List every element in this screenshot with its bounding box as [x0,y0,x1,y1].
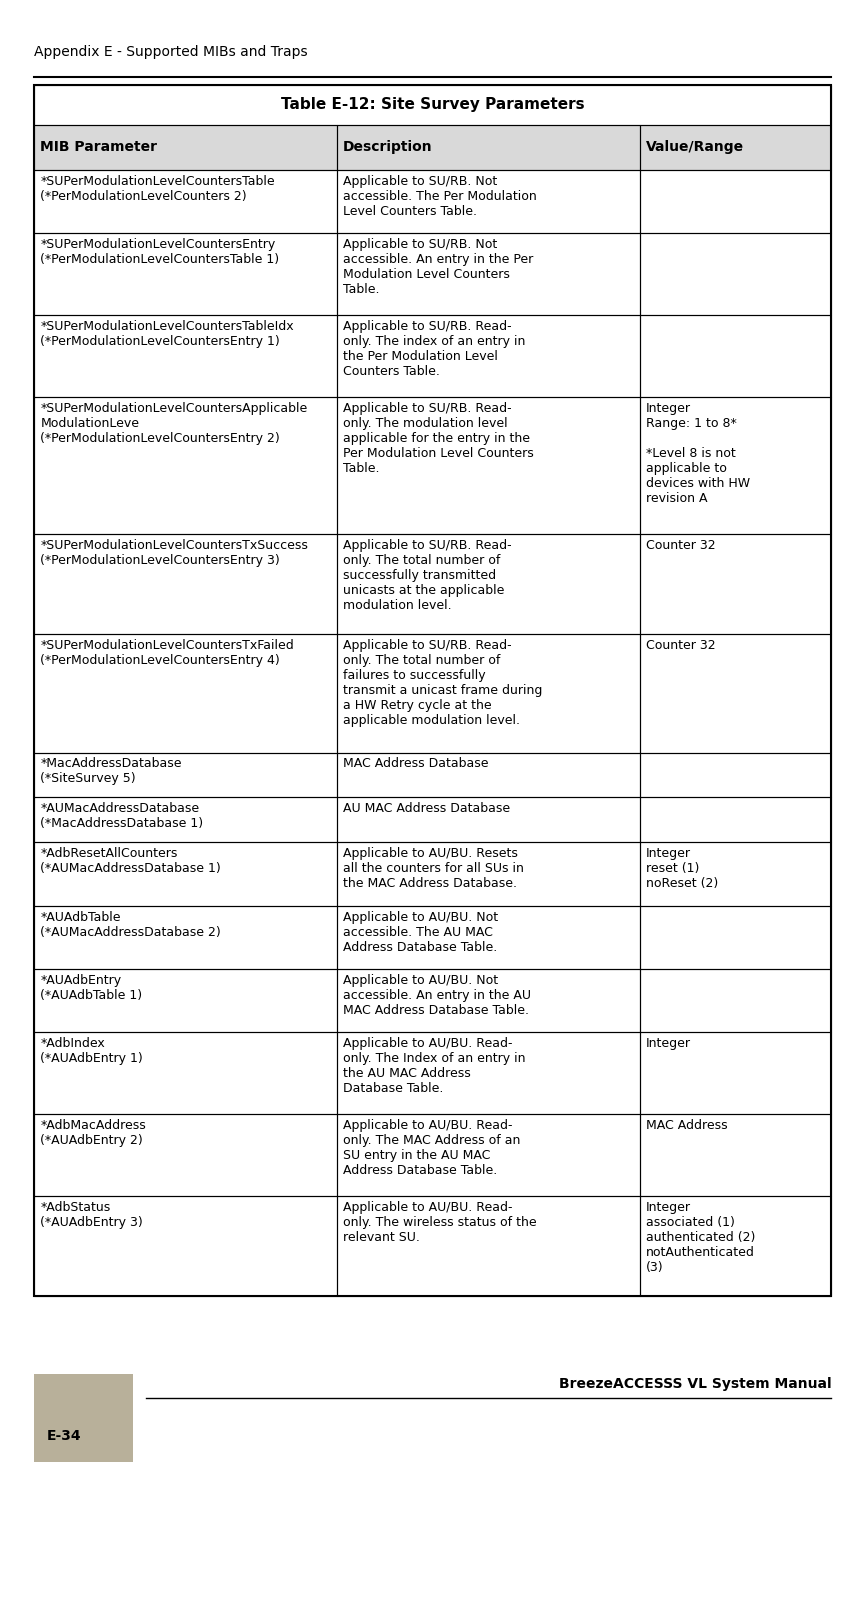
Text: Applicable to AU/BU. Read-
only. The MAC Address of an
SU entry in the AU MAC
Ad: Applicable to AU/BU. Read- only. The MAC… [343,1119,520,1177]
Text: *SUPerModulationLevelCountersTxSuccess
(*PerModulationLevelCountersEntry 3): *SUPerModulationLevelCountersTxSuccess (… [40,539,309,566]
Text: *MacAddressDatabase
(*SiteSurvey 5): *MacAddressDatabase (*SiteSurvey 5) [40,758,182,785]
Text: Value/Range: Value/Range [646,141,744,154]
Text: Applicable to SU/RB. Not
accessible. The Per Modulation
Level Counters Table.: Applicable to SU/RB. Not accessible. The… [343,175,536,218]
Text: *AUMacAddressDatabase
(*MacAddressDatabase 1): *AUMacAddressDatabase (*MacAddressDataba… [40,803,203,830]
Text: *SUPerModulationLevelCountersTxFailed
(*PerModulationLevelCountersEntry 4): *SUPerModulationLevelCountersTxFailed (*… [40,640,294,667]
Text: MAC Address: MAC Address [646,1119,728,1132]
Text: Integer: Integer [646,1037,691,1050]
Text: MIB Parameter: MIB Parameter [40,141,158,154]
Text: Appendix E - Supported MIBs and Traps: Appendix E - Supported MIBs and Traps [34,45,308,59]
Text: BreezeACCESSS VL System Manual: BreezeACCESSS VL System Manual [559,1377,831,1391]
Text: Applicable to AU/BU. Resets
all the counters for all SUs in
the MAC Address Data: Applicable to AU/BU. Resets all the coun… [343,848,524,890]
Text: Applicable to SU/RB. Read-
only. The total number of
failures to successfully
tr: Applicable to SU/RB. Read- only. The tot… [343,640,542,726]
Text: Applicable to SU/RB. Not
accessible. An entry in the Per
Modulation Level Counte: Applicable to SU/RB. Not accessible. An … [343,239,533,297]
Text: Table E-12: Site Survey Parameters: Table E-12: Site Survey Parameters [281,98,584,112]
Text: Integer
associated (1)
authenticated (2)
notAuthenticated
(3): Integer associated (1) authenticated (2)… [646,1201,755,1274]
Text: *AdbMacAddress
(*AUAdbEntry 2): *AdbMacAddress (*AUAdbEntry 2) [40,1119,146,1146]
Text: *SUPerModulationLevelCountersTable
(*PerModulationLevelCounters 2): *SUPerModulationLevelCountersTable (*Per… [40,175,275,202]
Text: *AUAdbEntry
(*AUAdbTable 1): *AUAdbEntry (*AUAdbTable 1) [40,975,142,1002]
Text: *AdbStatus
(*AUAdbEntry 3): *AdbStatus (*AUAdbEntry 3) [40,1201,143,1228]
Text: Applicable to SU/RB. Read-
only. The index of an entry in
the Per Modulation Lev: Applicable to SU/RB. Read- only. The ind… [343,321,525,378]
Text: Integer
reset (1)
noReset (2): Integer reset (1) noReset (2) [646,848,718,890]
Text: *AUAdbTable
(*AUMacAddressDatabase 2): *AUAdbTable (*AUMacAddressDatabase 2) [40,911,221,938]
Text: *AdbIndex
(*AUAdbEntry 1): *AdbIndex (*AUAdbEntry 1) [40,1037,143,1064]
Text: Applicable to AU/BU. Read-
only. The wireless status of the
relevant SU.: Applicable to AU/BU. Read- only. The wir… [343,1201,536,1244]
Text: *SUPerModulationLevelCountersApplicable
ModulationLeve
(*PerModulationLevelCount: *SUPerModulationLevelCountersApplicable … [40,402,308,444]
Text: Applicable to SU/RB. Read-
only. The total number of
successfully transmitted
un: Applicable to SU/RB. Read- only. The tot… [343,539,512,612]
Text: Counter 32: Counter 32 [646,539,716,551]
Text: *AdbResetAllCounters
(*AUMacAddressDatabase 1): *AdbResetAllCounters (*AUMacAddressDatab… [40,848,221,875]
Text: AU MAC Address Database: AU MAC Address Database [343,803,510,816]
Text: Counter 32: Counter 32 [646,640,716,652]
Text: MAC Address Database: MAC Address Database [343,758,488,771]
Text: Integer
Range: 1 to 8*

*Level 8 is not
applicable to
devices with HW
revision A: Integer Range: 1 to 8* *Level 8 is not a… [646,402,750,505]
Text: Applicable to SU/RB. Read-
only. The modulation level
applicable for the entry i: Applicable to SU/RB. Read- only. The mod… [343,402,534,474]
Text: *SUPerModulationLevelCountersEntry
(*PerModulationLevelCountersTable 1): *SUPerModulationLevelCountersEntry (*Per… [40,239,279,266]
Text: *SUPerModulationLevelCountersTableIdx
(*PerModulationLevelCountersEntry 1): *SUPerModulationLevelCountersTableIdx (*… [40,321,294,348]
Text: Applicable to AU/BU. Read-
only. The Index of an entry in
the AU MAC Address
Dat: Applicable to AU/BU. Read- only. The Ind… [343,1037,525,1095]
Text: E-34: E-34 [47,1428,81,1443]
Text: Applicable to AU/BU. Not
accessible. The AU MAC
Address Database Table.: Applicable to AU/BU. Not accessible. The… [343,911,498,954]
Text: Description: Description [343,141,433,154]
Text: Applicable to AU/BU. Not
accessible. An entry in the AU
MAC Address Database Tab: Applicable to AU/BU. Not accessible. An … [343,975,531,1016]
